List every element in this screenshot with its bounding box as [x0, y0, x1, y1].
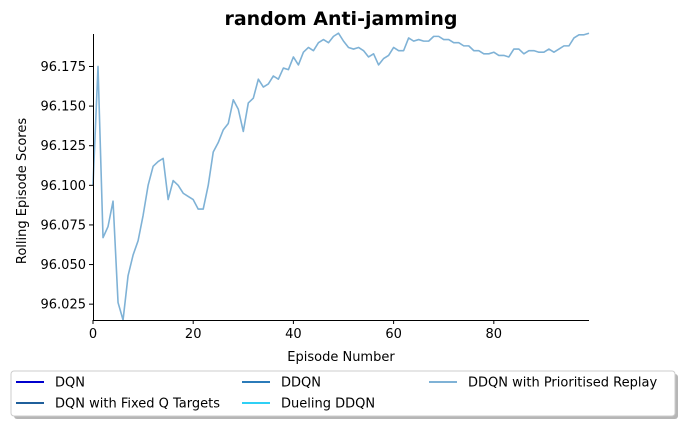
y-tick-label: 96.100: [41, 179, 87, 194]
chart-title: random Anti-jamming: [224, 8, 457, 30]
x-tick-label: 40: [285, 327, 302, 342]
x-tick-label: 20: [185, 327, 202, 342]
x-axis-label: Episode Number: [287, 350, 395, 365]
y-tick-label: 96.150: [41, 100, 87, 115]
series-line-0: [92, 32, 590, 321]
y-axis-label: Rolling Episode Scores: [15, 118, 30, 264]
y-ticks: 96.025 96.050 96.075 96.100 96.125 96.150 96.1…: [41, 60, 93, 313]
legend: DQN DQN with Fixed Q Targets DDQN Dueling D…: [10, 370, 678, 419]
legend-frame: [10, 370, 676, 417]
legend-label: DQN with Fixed Q Targets: [55, 397, 220, 412]
y-tick-label: 96.025: [41, 298, 87, 313]
y-tick-label: 96.175: [41, 60, 87, 75]
legend-label: DDQN: [281, 376, 321, 391]
y-tick-label: 96.125: [41, 139, 87, 154]
x-ticks: 0 20 40 60 80: [89, 320, 502, 342]
axes: [93, 34, 589, 321]
x-tick-label: 80: [486, 327, 503, 342]
legend-label: DQN: [55, 376, 85, 391]
legend-label: DDQN with Prioritised Replay: [468, 376, 657, 391]
plot-area: [92, 32, 590, 321]
x-tick-label: 60: [385, 327, 402, 342]
x-tick-label: 0: [89, 327, 97, 342]
legend-items: DQN DQN with Fixed Q Targets DDQN Dueling D…: [16, 376, 657, 412]
y-tick-label: 96.050: [41, 258, 87, 273]
legend-label: Dueling DDQN: [281, 397, 375, 412]
y-tick-label: 96.075: [41, 218, 87, 233]
